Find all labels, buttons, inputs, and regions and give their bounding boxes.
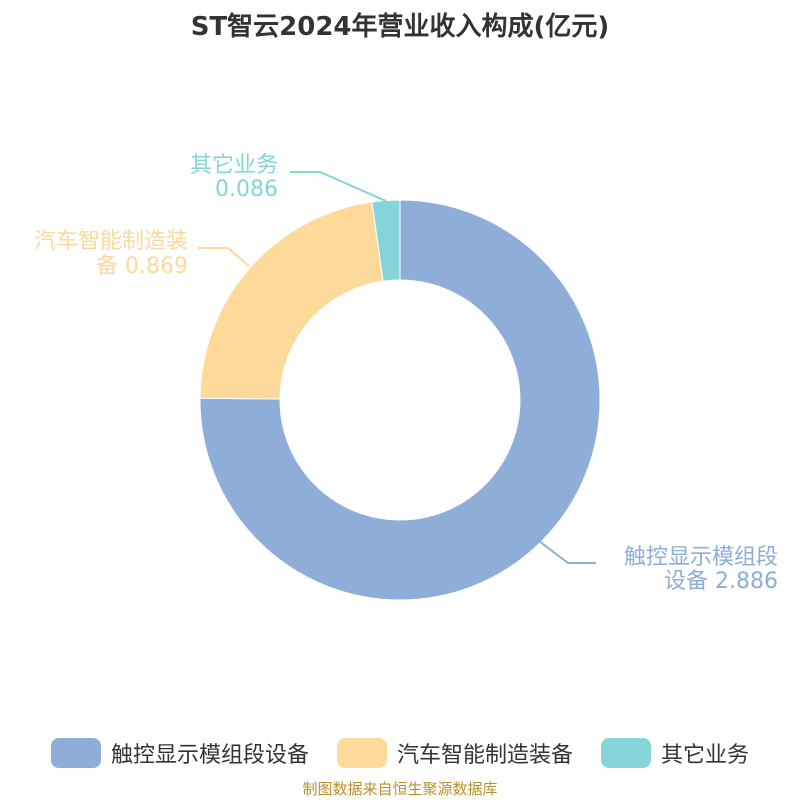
legend-item-touch-display[interactable]: 触控显示模组段设备 [50,737,309,769]
label-touch-display-line2: 设备 2.886 [664,569,778,594]
label-auto-manufacturing-line1: 汽车智能制造装 [34,229,188,254]
legend-item-other[interactable]: 其它业务 [601,737,749,769]
slice-auto-manufacturing[interactable] [199,201,384,400]
legend-label: 汽车智能制造装备 [396,743,573,768]
leader-line [538,540,596,564]
source-note: 制图数据来自恒生聚源数据库 [302,780,498,798]
label-other-line1: 其它业务 [190,153,278,178]
legend-swatch [50,738,101,768]
leader-line [290,171,387,202]
label-other-line2: 0.086 [215,177,278,202]
legend-swatch [601,738,651,768]
leader-line [198,247,250,267]
legend: 触控显示模组段设备 汽车智能制造装备 其它业务 [0,737,800,769]
legend-label: 其它业务 [661,743,750,768]
slice-touch-display[interactable] [199,199,601,601]
legend-label: 触控显示模组段设备 [110,743,309,768]
legend-swatch [336,738,387,768]
chart-title: ST智云2024年营业收入构成(亿元) [190,12,610,42]
label-auto-manufacturing-line2: 备 0.869 [96,254,188,279]
legend-item-auto-manufacturing[interactable]: 汽车智能制造装备 [336,737,573,769]
label-touch-display-line1: 触控显示模组段 [624,545,778,570]
slice-other[interactable] [371,199,401,282]
